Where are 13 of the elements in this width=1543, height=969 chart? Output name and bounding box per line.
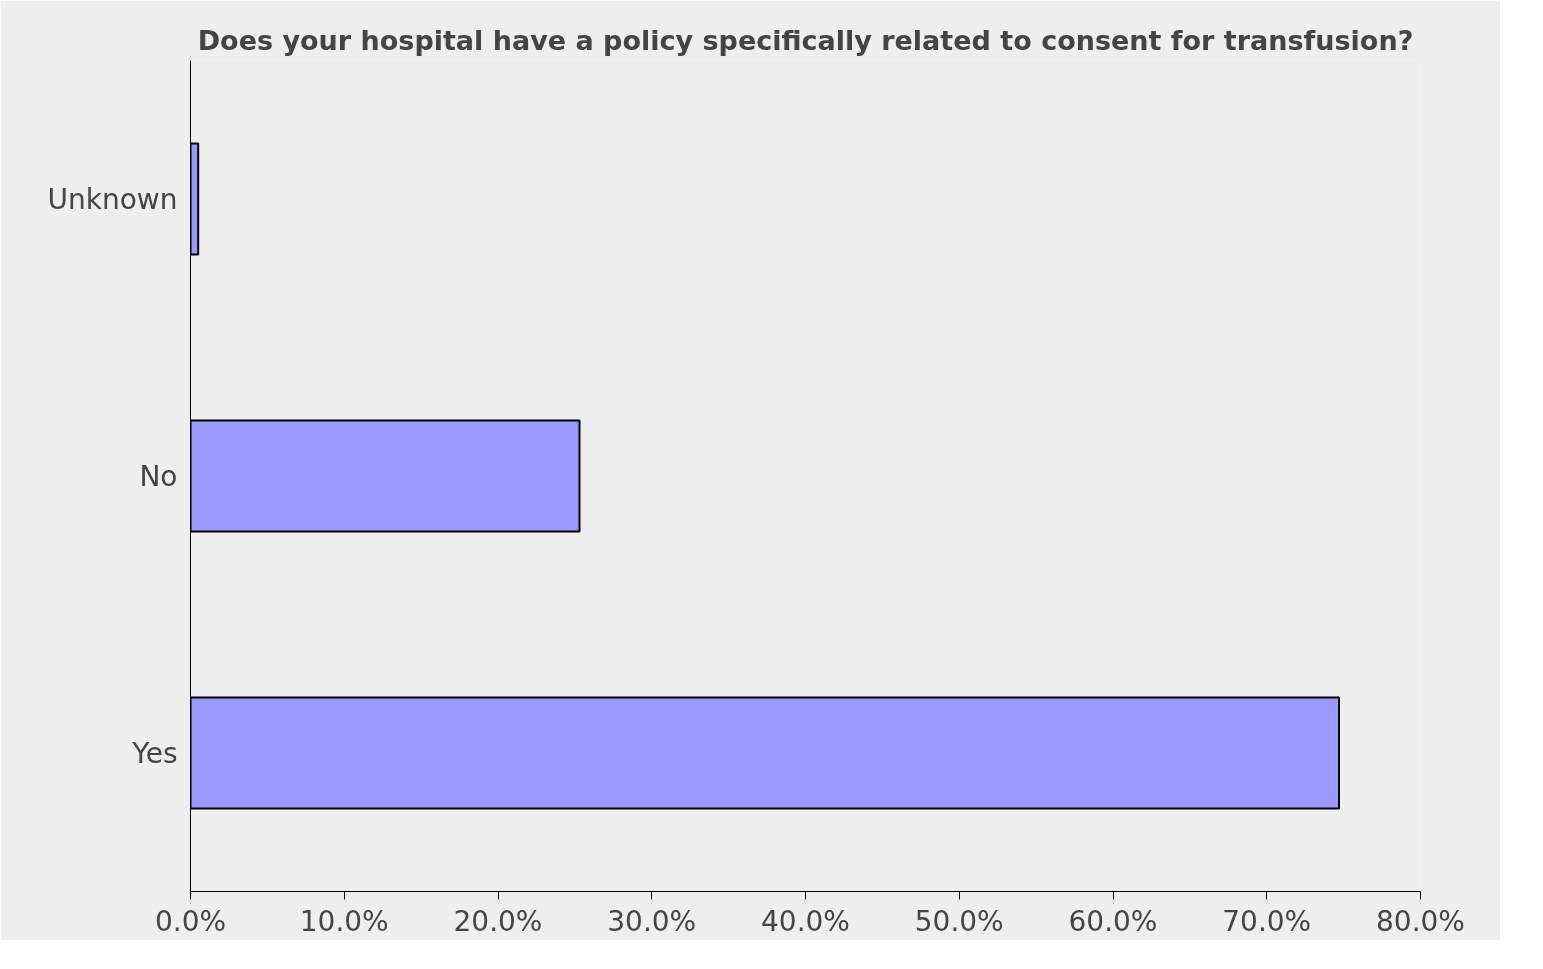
x-tick-label: 10.0%	[299, 904, 389, 938]
x-tick-label: 80.0%	[1376, 904, 1465, 938]
x-tick-label: 20.0%	[453, 904, 543, 938]
x-tick-label: 60.0%	[1068, 904, 1158, 938]
x-tick-label: 70.0%	[1222, 904, 1312, 938]
x-tick-label: 50.0%	[914, 904, 1004, 938]
x-tick-label: 40.0%	[761, 904, 850, 938]
x-tick-label: 0.0%	[154, 904, 227, 938]
y-tick-label: Yes	[131, 736, 178, 770]
x-tick-label: 30.0%	[607, 904, 697, 938]
y-tick-label: Unknown	[47, 182, 178, 216]
chart-title: Does your hospital have a policy specifically related to consent for transfusion?	[197, 24, 1414, 56]
y-tick-label: No	[139, 459, 178, 493]
